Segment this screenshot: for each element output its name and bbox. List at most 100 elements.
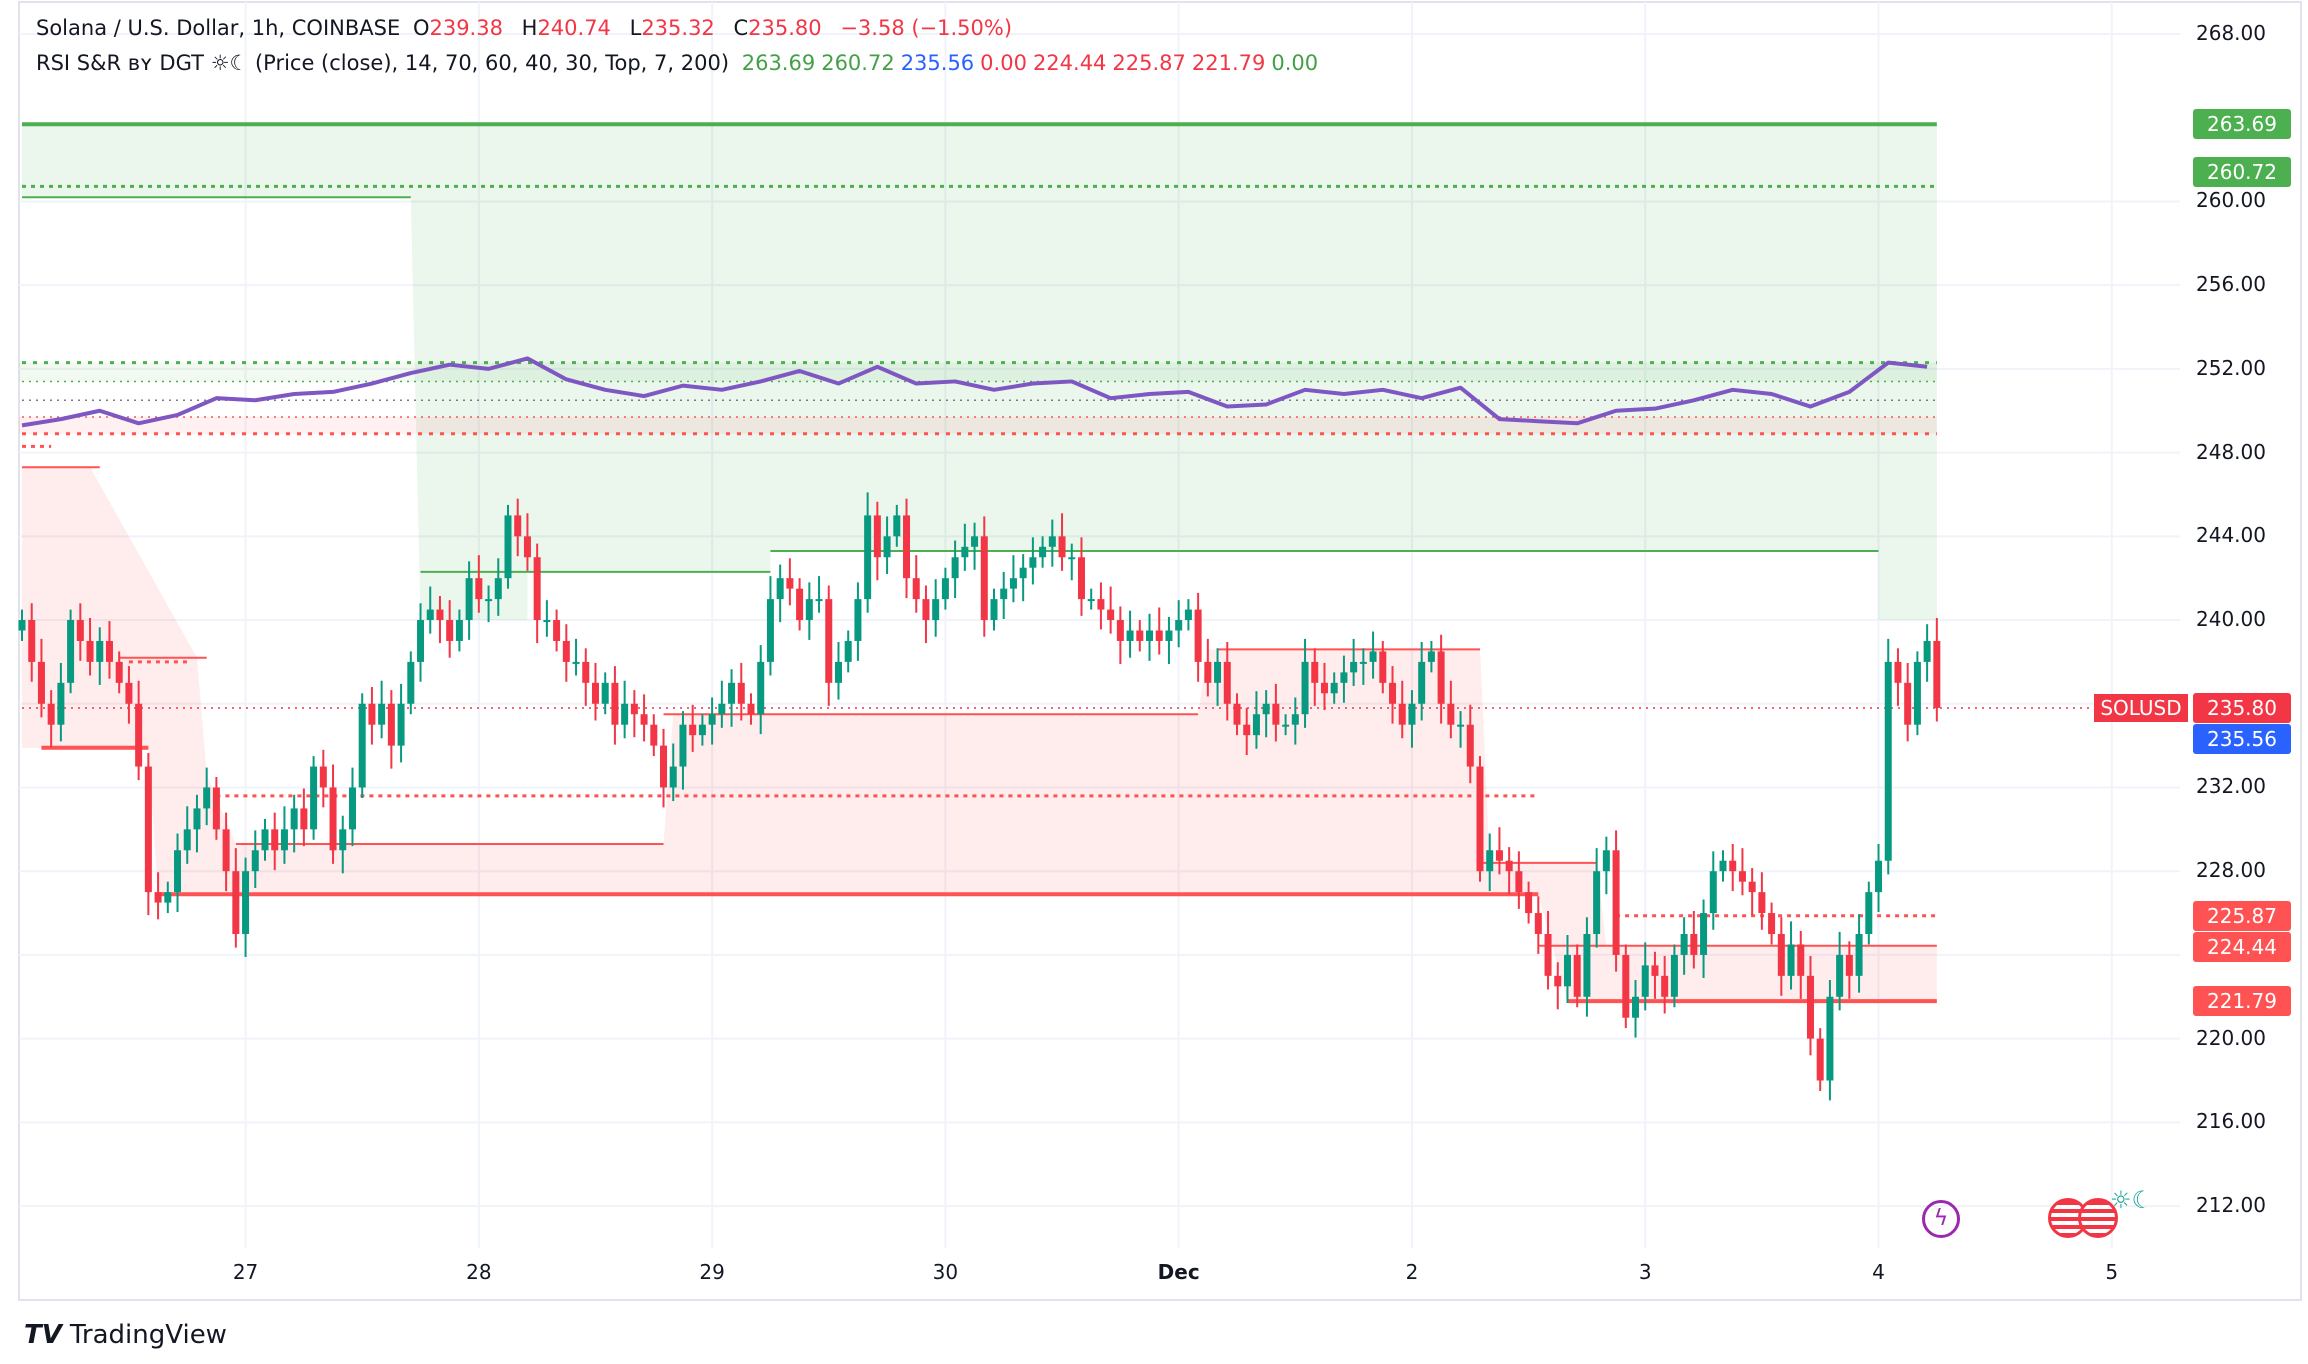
candle-body (737, 682, 745, 704)
symbol-price-label: SOLUSD (2094, 694, 2188, 722)
candle-body (1009, 578, 1017, 589)
candle-body (1340, 672, 1348, 683)
candle-body (1641, 965, 1649, 997)
indicator-value: 235.56 (900, 51, 975, 75)
candle-body (1330, 682, 1338, 694)
candle-body (941, 578, 949, 600)
price-tick-label: 212.00 (2196, 1193, 2266, 1218)
candle-body (57, 682, 65, 725)
candle-body (174, 850, 182, 893)
candle-body (1884, 661, 1892, 861)
resistance-zone (22, 124, 1937, 621)
indicator-value: 221.79 (1191, 51, 1266, 75)
candle-body (1777, 933, 1785, 976)
candle-body (1651, 965, 1659, 976)
candle-body (796, 588, 804, 621)
time-tick-label: 5 (2105, 1260, 2119, 1284)
time-tick-label: 29 (699, 1260, 725, 1284)
candle-body (786, 578, 794, 589)
candle-body (708, 714, 716, 725)
candle-body (1738, 871, 1746, 882)
candle-body (922, 599, 930, 621)
us-flag-icon[interactable] (2078, 1198, 2118, 1238)
candle-body (815, 599, 823, 602)
candle-body (1311, 661, 1319, 683)
candle-body (417, 620, 425, 662)
candle-body (1379, 651, 1387, 683)
candle-body (37, 661, 45, 704)
candle-body (689, 724, 697, 736)
candle-body (368, 703, 376, 725)
candle-body (1787, 944, 1795, 976)
indicator-title[interactable]: RSI S&R ʙʏ DGT ☼☾ (Price (close), 14, 70… (36, 51, 730, 75)
candle-body (1680, 933, 1688, 955)
candle-body (1214, 661, 1222, 683)
candle-body (1563, 954, 1571, 987)
candle-body (1544, 933, 1552, 976)
change-value: −3.58 (−1.50%) (840, 16, 1013, 40)
candle-body (436, 609, 444, 621)
symbol-title[interactable]: Solana / U.S. Dollar, 1h, COINBASE (36, 16, 401, 40)
candle-body (446, 620, 454, 641)
symbol-legend: Solana / U.S. Dollar, 1h, COINBASE O239.… (36, 16, 1013, 40)
candle-body (1758, 892, 1766, 914)
candle-body (1913, 661, 1921, 725)
indicator-value: 224.44 (1032, 51, 1107, 75)
candle-body (426, 609, 434, 621)
time-tick-label: 4 (1872, 1260, 1885, 1284)
candle-body (290, 808, 298, 830)
indicator-legend: RSI S&R ʙʏ DGT ☼☾ (Price (close), 14, 70… (36, 51, 1330, 75)
price-tick-label: 240.00 (2196, 607, 2266, 632)
candle-body (1554, 975, 1562, 987)
high-value: 240.74 (537, 16, 611, 40)
candle-body (86, 640, 94, 662)
candle-body (1427, 651, 1435, 662)
candle-body (1077, 557, 1085, 600)
candle-body (834, 661, 842, 683)
lightning-icon[interactable]: ϟ (1922, 1200, 1960, 1238)
candle-body (1904, 682, 1912, 725)
candle-body (1865, 892, 1873, 934)
candle-body (1495, 850, 1503, 861)
tv-logo-icon: 𝙏𝙑 (24, 1320, 62, 1350)
candle-body (1894, 661, 1902, 683)
indicator-value: 0.00 (980, 51, 1027, 75)
time-tick-label: 2 (1405, 1260, 1419, 1284)
candle-body (1612, 850, 1620, 955)
close-value: 235.80 (748, 16, 822, 40)
candle-body (1389, 682, 1397, 704)
candle-body (1466, 724, 1474, 767)
candle-body (1583, 933, 1591, 997)
candle-body (698, 724, 706, 736)
candle-body (1719, 860, 1727, 872)
price-tick-label: 232.00 (2196, 774, 2266, 799)
candle-body (1933, 640, 1941, 708)
price-tick-label: 228.00 (2196, 858, 2266, 883)
candle-body (1515, 871, 1523, 893)
oversold-band (19, 417, 1937, 434)
candle-body (1262, 703, 1270, 715)
candle-body (776, 578, 784, 600)
candle-body (757, 661, 765, 715)
indicator-value: 225.87 (1112, 51, 1186, 75)
candle-body (1457, 724, 1465, 727)
time-tick-label: 27 (232, 1260, 259, 1284)
candle-body (1243, 724, 1251, 736)
candle-body (1175, 620, 1183, 631)
candle-body (854, 599, 862, 641)
tradingview-logo[interactable]: 𝙏𝙑 TradingView (24, 1320, 227, 1350)
candle-body (310, 766, 318, 830)
candle-body (533, 557, 541, 621)
candle-body (1408, 703, 1416, 725)
low-value: 235.32 (641, 16, 715, 40)
candle-body (1194, 609, 1202, 662)
candle-body (28, 620, 36, 662)
candle-body (1107, 609, 1115, 621)
candle-body (514, 515, 522, 537)
price-tick-label: 268.00 (2196, 21, 2266, 45)
candle-body (805, 599, 813, 621)
candle-body (1622, 954, 1630, 1018)
price-badge: 221.79 (2193, 986, 2291, 1017)
candle-body (980, 536, 988, 621)
